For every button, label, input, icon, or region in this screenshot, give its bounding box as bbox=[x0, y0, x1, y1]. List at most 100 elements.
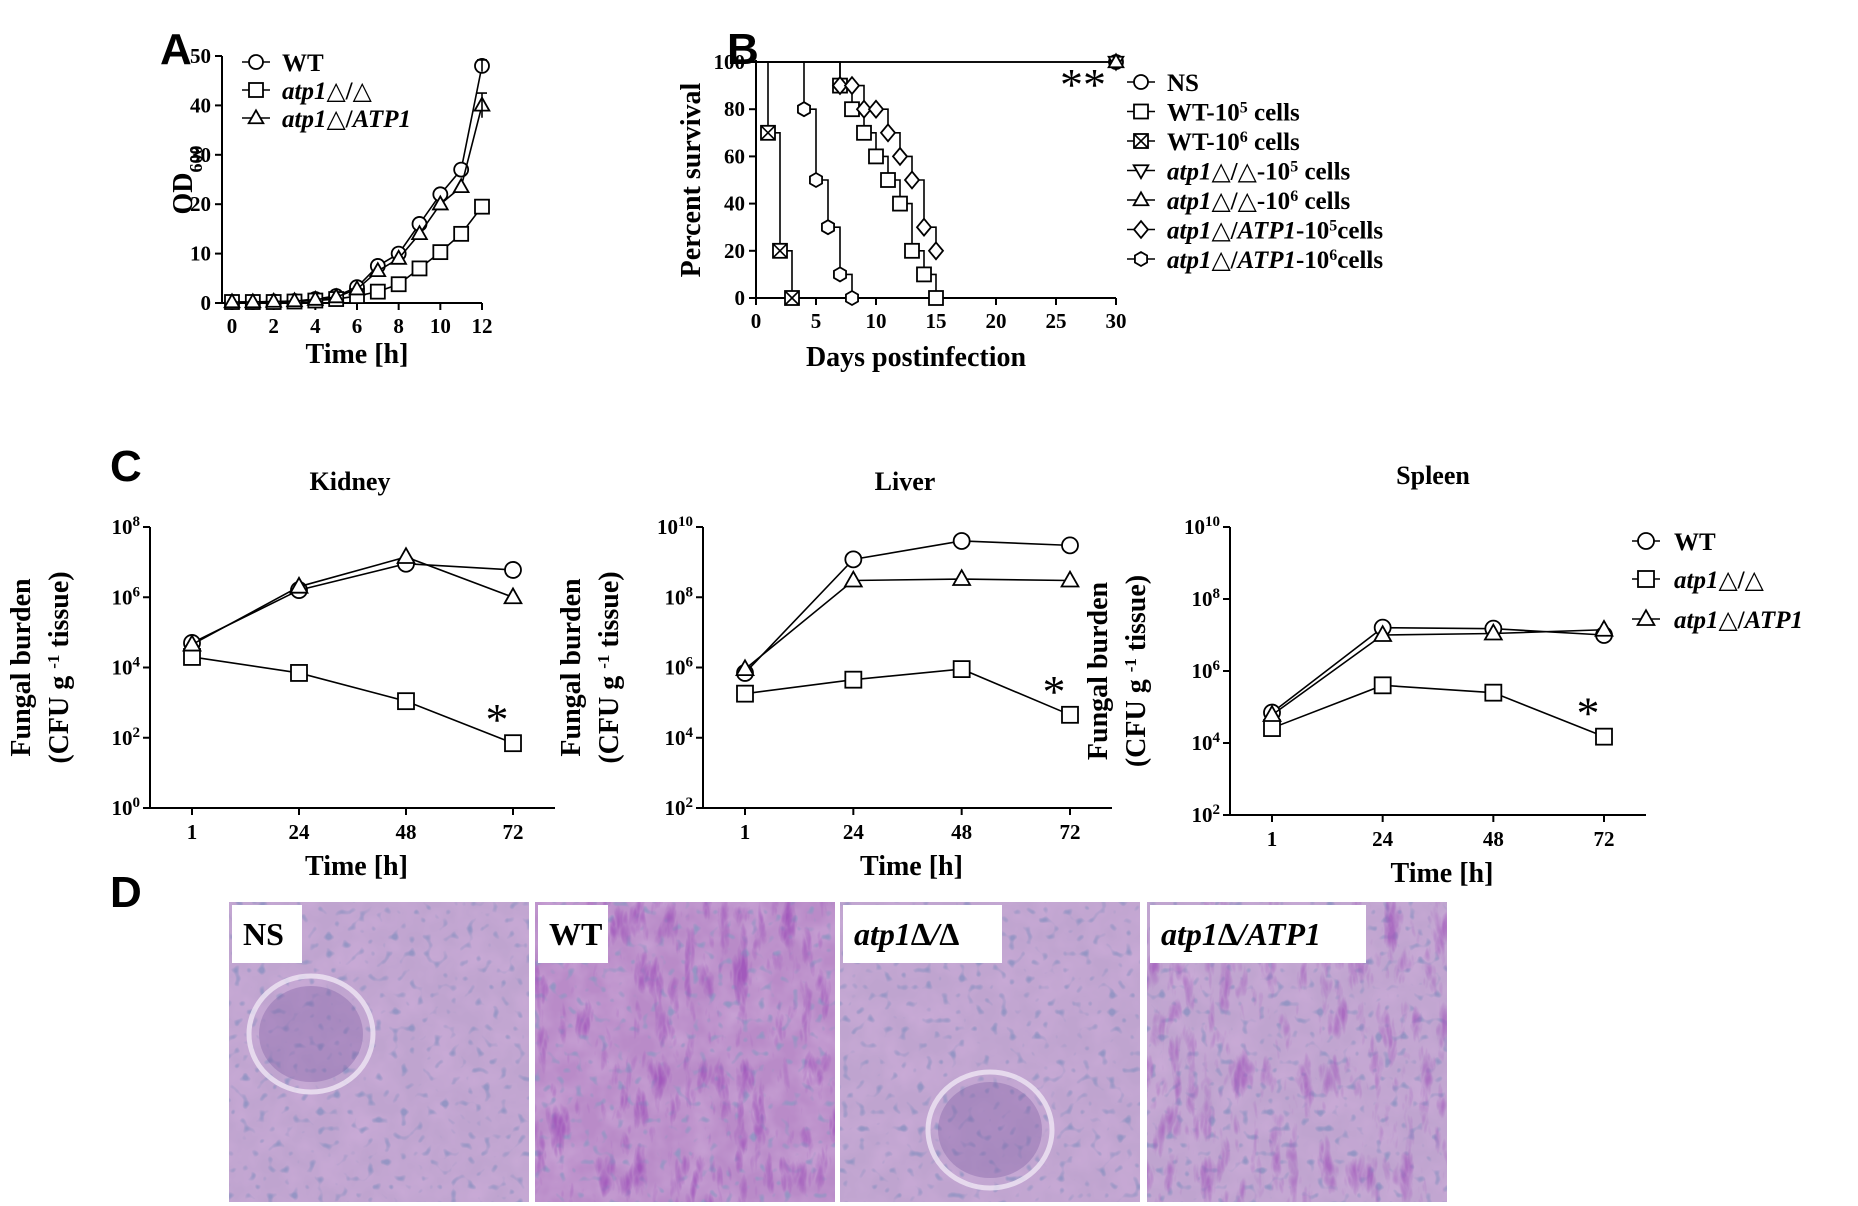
data-point bbox=[327, 287, 346, 304]
data-point bbox=[285, 291, 304, 308]
legend-marker bbox=[1132, 219, 1150, 240]
image-label: WT bbox=[549, 916, 602, 952]
legend-entry: atp1△/ATP1-106cells bbox=[1167, 247, 1383, 275]
data-point bbox=[396, 546, 416, 564]
significance-annotation: * bbox=[1043, 666, 1066, 717]
y-tick-label: 106 bbox=[665, 655, 694, 680]
data-point bbox=[474, 198, 490, 215]
x-tick-label: 24 bbox=[843, 820, 865, 844]
panel-label-b: B bbox=[727, 25, 759, 74]
survival-point bbox=[904, 242, 920, 259]
y-tick-label: 10 bbox=[190, 242, 211, 266]
survival-point bbox=[867, 99, 885, 120]
x-tick-label: 72 bbox=[1594, 827, 1615, 851]
legend-entry: WT-106 cells bbox=[1167, 129, 1300, 157]
y-tick-label: 102 bbox=[665, 795, 694, 820]
data-point bbox=[1483, 622, 1504, 641]
panel-label-a: A bbox=[160, 25, 192, 74]
y-axis-title-line1: Fungal burden bbox=[1083, 581, 1114, 760]
x-axis-title: Time [h] bbox=[305, 851, 408, 882]
survival-point bbox=[821, 219, 835, 236]
x-tick-label: 0 bbox=[751, 309, 762, 333]
y-tick-label: 108 bbox=[112, 514, 141, 539]
y-axis-title: Percent survival bbox=[676, 82, 707, 277]
legend-marker bbox=[1133, 74, 1149, 90]
survival-point bbox=[760, 124, 776, 141]
survival-point bbox=[772, 242, 788, 259]
data-point bbox=[390, 276, 407, 293]
series-line bbox=[191, 556, 514, 646]
x-tick-label: 15 bbox=[926, 309, 947, 333]
data-point bbox=[503, 586, 523, 605]
data-point bbox=[397, 692, 415, 711]
data-point bbox=[432, 244, 449, 261]
data-point bbox=[223, 292, 241, 309]
significance-annotation: ** bbox=[1060, 59, 1106, 110]
y-tick-label: 108 bbox=[665, 584, 694, 609]
significance-annotation: * bbox=[1577, 688, 1600, 739]
y-tick-label: 50 bbox=[190, 44, 211, 68]
y-tick-label: 106 bbox=[1192, 658, 1221, 683]
x-tick-label: 1 bbox=[740, 820, 751, 844]
series-line bbox=[191, 656, 514, 744]
legend-entry: WT bbox=[282, 50, 324, 77]
data-point bbox=[453, 225, 470, 242]
x-axis-title: Time [h] bbox=[1391, 858, 1494, 889]
survival-point bbox=[928, 290, 944, 306]
x-tick-label: 20 bbox=[986, 309, 1007, 333]
legend-marker bbox=[1133, 133, 1149, 149]
x-tick-label: 1 bbox=[1267, 827, 1278, 851]
data-point bbox=[843, 569, 864, 588]
panel-c-spleen-chart: 1 24 48 72 102 104 106 108 1010 Spleen Time [h] Fun… bbox=[1083, 461, 1803, 889]
y-tick-label: 0 bbox=[735, 286, 746, 310]
legend-marker bbox=[1637, 570, 1655, 588]
survival-point bbox=[868, 148, 884, 165]
series-line bbox=[191, 562, 514, 644]
legend-marker bbox=[1133, 103, 1149, 120]
legend-entry: atp1△/ATP1-105cells bbox=[1167, 217, 1383, 245]
y-tick-label: 100 bbox=[112, 795, 141, 820]
data-point bbox=[504, 734, 522, 753]
survival-point bbox=[915, 217, 933, 238]
image-label-box bbox=[232, 905, 302, 963]
error-bar bbox=[477, 92, 487, 118]
survival-point bbox=[831, 75, 849, 96]
x-tick-label: 8 bbox=[393, 314, 404, 338]
survival-point bbox=[927, 240, 945, 261]
image-label-box bbox=[843, 905, 1002, 963]
data-point bbox=[1262, 704, 1282, 722]
survival-curve bbox=[756, 61, 853, 298]
survival-point bbox=[797, 101, 811, 118]
significance-annotation: * bbox=[486, 694, 509, 745]
series-line bbox=[1271, 626, 1605, 714]
survival-point bbox=[892, 195, 908, 212]
survival-point bbox=[856, 124, 872, 141]
data-point bbox=[1061, 705, 1079, 724]
data-point bbox=[952, 660, 971, 679]
axes-c bbox=[1229, 527, 1646, 816]
data-point bbox=[452, 177, 471, 194]
panel-c-liver-chart: 1 24 48 72 102 104 106 108 1010 Liver Time [h] Fung… bbox=[556, 467, 1112, 882]
y-tick-label: 80 bbox=[724, 97, 745, 121]
y-tick-label: 20 bbox=[190, 192, 211, 216]
y-tick-label: 1010 bbox=[657, 514, 693, 539]
y-axis-title-line2: (CFU g -1 tissue) bbox=[44, 571, 76, 763]
survival-point bbox=[843, 75, 861, 96]
legend-entry: atp1△/△ bbox=[1674, 567, 1765, 594]
data-point bbox=[368, 261, 387, 278]
data-point bbox=[736, 684, 754, 703]
y-tick-label: 108 bbox=[1192, 586, 1221, 611]
image-label: atp1∆/ATP1 bbox=[1161, 916, 1321, 952]
x-tick-label: 1 bbox=[187, 820, 198, 844]
survival-curve bbox=[756, 61, 793, 298]
x-tick-label: 24 bbox=[289, 820, 311, 844]
data-point bbox=[290, 664, 308, 682]
y-axis-title-line1: Fungal burden bbox=[6, 578, 37, 757]
panel-label-d: D bbox=[110, 868, 142, 917]
y-axis-title: OD600 bbox=[168, 146, 206, 215]
x-tick-label: 25 bbox=[1046, 309, 1067, 333]
image-label-box bbox=[538, 905, 608, 963]
survival-point bbox=[880, 172, 896, 188]
legend-marker bbox=[1636, 608, 1656, 626]
histology-image: WT bbox=[535, 902, 835, 1202]
